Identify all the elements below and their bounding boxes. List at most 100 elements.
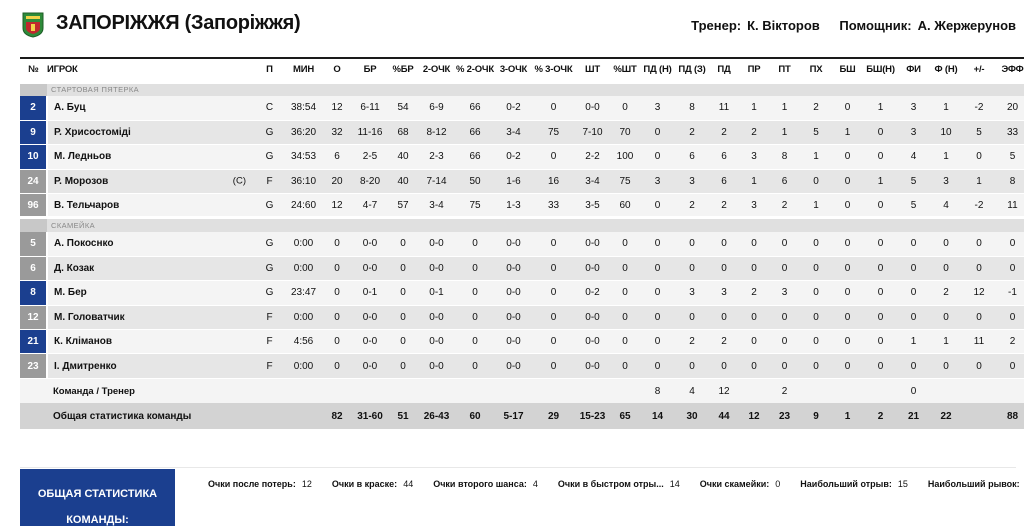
col-header-free-throws[interactable]: ШТ <box>575 58 610 83</box>
player-name-cell[interactable]: А. Буц <box>47 96 254 121</box>
player-name-cell[interactable]: В. Тельчаров <box>47 193 254 219</box>
stat-def-rebounds: 0 <box>675 305 709 331</box>
stat-position: G <box>254 144 285 170</box>
stat-two-pt-pct: 0 <box>455 231 495 257</box>
col-header-blocked[interactable]: БШ(Н) <box>863 58 898 83</box>
assistant-name: А. Жержерунов <box>917 18 1016 33</box>
player-name[interactable]: Р. Морозов <box>54 175 109 187</box>
stat-turnovers: 6 <box>769 169 800 195</box>
stat-assists: 1 <box>739 96 769 121</box>
section-starters-label: СТАРТОВАЯ ПЯТЕРКА <box>47 80 1024 96</box>
player-row[interactable]: 9 Р. Хрисостоміді G 36:20 32 11-16 68 8-12 66 3-4… <box>20 120 1024 146</box>
stat-def-rebounds: 2 <box>675 329 709 355</box>
stat-fouls-drawn: 1 <box>929 144 963 170</box>
player-name-cell[interactable]: Д. Козак <box>47 256 254 282</box>
player-name[interactable]: М. Бер <box>54 287 87 299</box>
col-header-player[interactable]: ИГРОК <box>47 58 254 83</box>
stat-three-pt-pct: 75 <box>532 120 575 146</box>
col-header-two-pt[interactable]: 2-ОЧК <box>418 58 455 83</box>
stat-free-throw-pct: 70 <box>610 120 640 146</box>
summary-item-label: Очки в быстром отры... <box>557 479 664 489</box>
player-name-cell[interactable]: Р. Морозов (С) <box>47 169 254 195</box>
stat-rebounds: 12 <box>709 378 739 404</box>
col-header-minutes[interactable]: МИН <box>285 58 322 83</box>
col-header-fouls-drawn[interactable]: Ф (Н) <box>929 58 963 83</box>
player-row[interactable]: 23 І. Дмитренко F 0:00 0 0-0 0 0-0 0 0-0 0 0-0 0 0 0 0 0… <box>20 353 1024 379</box>
player-name[interactable]: А. Буц <box>54 102 86 114</box>
player-name-cell[interactable]: М. Ледньов <box>47 144 254 170</box>
player-name[interactable]: І. Дмитренко <box>54 360 117 372</box>
team-total-row: Общая статистика команды 82 31-60 51 26-43 60… <box>20 403 1024 430</box>
col-header-number[interactable]: № <box>20 58 47 83</box>
player-row[interactable]: 6 Д. Козак G 0:00 0 0-0 0 0-0 0 0-0 0 0-0 0 0 0 0 0 0 0 0 0 0… <box>20 256 1024 282</box>
player-name[interactable]: К. Кліманов <box>54 336 113 348</box>
stat-rebounds: 6 <box>709 169 739 195</box>
stat-steals: 1 <box>800 193 832 219</box>
stat-fouls-drawn: 2 <box>929 280 963 306</box>
player-name-cell[interactable]: М. Бер <box>47 280 254 306</box>
player-name-cell[interactable]: І. Дмитренко <box>47 353 254 379</box>
col-header-rebounds[interactable]: ПД <box>709 58 739 83</box>
stat-two-pt: 8-12 <box>418 120 455 146</box>
stat-turnovers: 0 <box>769 256 800 282</box>
player-name[interactable]: В. Тельчаров <box>54 199 120 211</box>
player-name[interactable]: М. Головатчик <box>54 311 125 323</box>
stat-rebounds: 2 <box>709 329 739 355</box>
section-bench-label: СКАМЕЙКА <box>47 216 1024 232</box>
player-name[interactable]: М. Ледньов <box>54 151 112 163</box>
stat-fouls-drawn: 1 <box>929 329 963 355</box>
stat-blocks: 0 <box>832 169 863 195</box>
stat-plus-minus: 0 <box>963 305 995 331</box>
player-row[interactable]: 96 В. Тельчаров G 24:60 12 4-7 57 3-4 75 1-3 33 3-5… <box>20 193 1024 219</box>
col-header-three-pt-pct[interactable]: % 3-ОЧК <box>532 58 575 83</box>
stat-efficiency: 0 <box>995 353 1024 379</box>
player-row[interactable]: 8 М. Бер G 23:47 0 0-1 0 0-1 0 0-0 0 0-2 0 0 3 3 2 3 0 0 0 0 2… <box>20 280 1024 306</box>
col-header-points[interactable]: О <box>322 58 352 83</box>
player-row[interactable]: 24 Р. Морозов (С) F 36:10 20 8-20 40 7-14 50 1-6 16… <box>20 169 1024 195</box>
stat-minutes: 36:10 <box>285 169 322 195</box>
stat-def-rebounds: 2 <box>675 193 709 219</box>
stat-three-pt: 3-4 <box>495 120 532 146</box>
player-name[interactable]: Р. Хрисостоміді <box>54 127 131 139</box>
col-header-turnovers[interactable]: ПТ <box>769 58 800 83</box>
stat-three-pt <box>495 378 532 404</box>
player-row[interactable]: 5 А. Покоснко G 0:00 0 0-0 0 0-0 0 0-0 0 0-0 0 0 0 0 0 0 0… <box>20 231 1024 257</box>
stat-two-pt-pct: 0 <box>455 256 495 282</box>
player-name[interactable]: А. Покоснко <box>54 238 114 250</box>
col-header-blocks[interactable]: БШ <box>832 58 863 83</box>
stat-plus-minus: 0 <box>963 353 995 379</box>
col-header-efficiency[interactable]: ЭФФ <box>995 58 1024 83</box>
col-header-fouls[interactable]: ФИ <box>898 58 929 83</box>
player-row[interactable]: 12 М. Головатчик F 0:00 0 0-0 0 0-0 0 0-0 0 0-0 0 0 0 0… <box>20 305 1024 331</box>
stat-blocks: 0 <box>832 353 863 379</box>
team-coach-row: Команда / Тренер 8 4 12 2 0 <box>20 378 1024 404</box>
player-row[interactable]: 2 А. Буц C 38:54 12 6-11 54 6-9 66 0-2 0 0-0 0 3 8 11 1 1… <box>20 96 1024 121</box>
stat-def-rebounds: 4 <box>675 378 709 404</box>
player-name-cell[interactable]: М. Головатчик <box>47 305 254 331</box>
player-name-cell[interactable]: К. Кліманов <box>47 329 254 355</box>
player-name-cell[interactable]: А. Покоснко <box>47 231 254 257</box>
col-header-field-goals[interactable]: БР <box>352 58 388 83</box>
col-header-off-rebounds[interactable]: ПД (Н) <box>640 58 675 83</box>
stat-free-throw-pct: 0 <box>610 231 640 257</box>
col-header-def-rebounds[interactable]: ПД (З) <box>675 58 709 83</box>
team-coach-row-spacer <box>20 378 47 404</box>
col-header-free-throw-pct[interactable]: %ШТ <box>610 58 640 83</box>
player-row[interactable]: 10 М. Ледньов G 34:53 6 2-5 40 2-3 66 0-2 0 2-2 100 0… <box>20 144 1024 170</box>
col-header-assists[interactable]: ПР <box>739 58 769 83</box>
col-header-steals[interactable]: ПХ <box>800 58 832 83</box>
player-name-cell[interactable]: Р. Хрисостоміді <box>47 120 254 146</box>
player-name[interactable]: Д. Козак <box>54 263 95 275</box>
summary-item-value: 44 <box>403 479 414 489</box>
stat-field-goals: 2-5 <box>352 144 388 170</box>
summary-item-value: 15 <box>897 479 908 489</box>
col-header-plus-minus[interactable]: +/- <box>963 58 995 83</box>
stat-three-pt-pct: 0 <box>532 305 575 331</box>
col-header-field-goal-pct[interactable]: %БР <box>388 58 418 83</box>
stat-field-goal-pct: 40 <box>388 144 418 170</box>
stat-fouls: 21 <box>898 403 929 430</box>
player-row[interactable]: 21 К. Кліманов F 4:56 0 0-0 0 0-0 0 0-0 0 0-0 0 0 2 2 0 0… <box>20 329 1024 355</box>
col-header-position[interactable]: П <box>254 58 285 83</box>
col-header-three-pt[interactable]: 3-ОЧК <box>495 58 532 83</box>
col-header-two-pt-pct[interactable]: % 2-ОЧК <box>455 58 495 83</box>
